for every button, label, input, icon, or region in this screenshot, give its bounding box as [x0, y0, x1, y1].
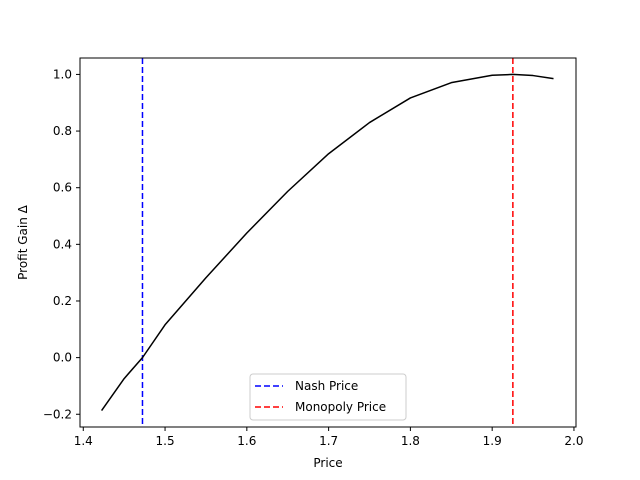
legend-box	[249, 373, 407, 421]
legend-label-monopoly-price: Monopoly Price	[295, 400, 386, 414]
y-tick-label: 1.0	[53, 67, 72, 81]
y-tick-label: 0.4	[53, 237, 72, 251]
y-tick-label: −0.2	[43, 407, 72, 421]
y-tick-label: 0.0	[53, 351, 72, 365]
profit-gain-curve	[100, 73, 554, 412]
x-tick-label: 1.9	[483, 434, 502, 448]
x-tick-label: 1.4	[74, 434, 93, 448]
x-tick-label: 1.7	[319, 434, 338, 448]
x-tick-label: 2.0	[564, 434, 583, 448]
plot-frame	[79, 57, 577, 428]
legend: Nash Price Monopoly Price	[249, 373, 407, 421]
legend-label-nash-price: Nash Price	[295, 379, 358, 393]
x-tick-label: 1.5	[156, 434, 175, 448]
y-tick-label: 0.6	[53, 181, 72, 195]
x-tick-label: 1.8	[401, 434, 420, 448]
y-tick-label: 0.2	[53, 294, 72, 308]
y-axis-label: Profit Gain Δ	[16, 204, 30, 280]
x-tick-label: 1.6	[237, 434, 256, 448]
y-tick-label: 0.8	[53, 124, 72, 138]
x-axis-label: Price	[313, 456, 342, 470]
x-axis: 1.4 1.5 1.6 1.7 1.8 1.9 2.0	[74, 427, 584, 448]
y-axis: −0.2 0.0 0.2 0.4 0.6 0.8 1.0	[43, 67, 80, 421]
